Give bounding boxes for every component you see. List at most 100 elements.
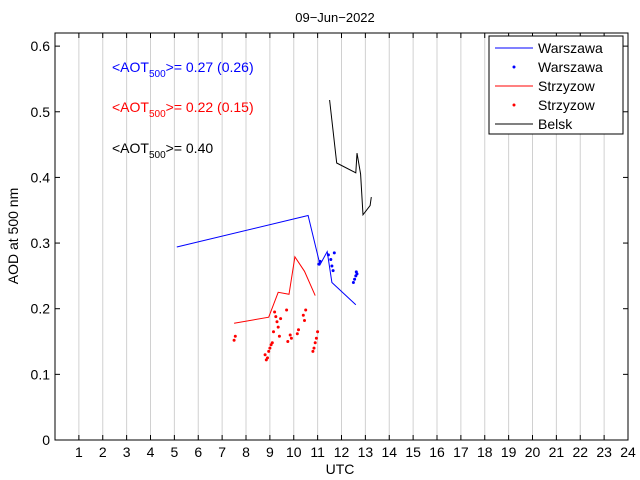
series-2	[234, 255, 316, 324]
x-tick-label: 18	[477, 444, 493, 460]
data-point	[311, 349, 315, 353]
data-point	[316, 330, 320, 334]
x-tick-label: 12	[334, 444, 350, 460]
data-point	[232, 338, 236, 342]
x-tick-label: 22	[572, 444, 588, 460]
legend-box	[488, 35, 624, 135]
annotation-subscript: 500	[149, 109, 166, 120]
x-tick-label: 19	[501, 444, 517, 460]
aot-annotation: <AOT500>= 0.27 (0.26)	[112, 59, 254, 80]
series-0	[176, 214, 357, 306]
legend-label: Warszawa	[538, 40, 603, 56]
y-tick-label: 0.6	[31, 38, 51, 54]
x-tick-label: 8	[242, 444, 250, 460]
legend-label: Warszawa	[538, 59, 603, 75]
x-tick-label: 10	[286, 444, 302, 460]
data-point	[275, 320, 279, 324]
data-point	[286, 340, 290, 343]
x-tick-label: 13	[358, 444, 374, 460]
data-point	[263, 353, 267, 357]
data-point	[351, 281, 355, 284]
data-point	[318, 259, 322, 263]
y-tick-label: 0.2	[31, 301, 51, 317]
series-1	[317, 251, 359, 284]
annotation-value: >= 0.40	[166, 140, 214, 156]
aot-annotation: <AOT500>= 0.22 (0.15)	[112, 99, 254, 120]
annotation-prefix: <AOT	[112, 140, 149, 156]
aot-annotation: <AOT500>= 0.40	[112, 140, 213, 161]
x-tick-label: 7	[218, 444, 226, 460]
data-point	[270, 341, 274, 345]
data-point	[303, 319, 306, 322]
data-point	[332, 251, 336, 255]
data-point	[317, 262, 321, 266]
x-tick-label: 1	[75, 444, 83, 460]
series-layer	[176, 99, 372, 362]
chart-title: 09−Jun−2022	[295, 10, 375, 25]
x-tick-label: 9	[266, 444, 274, 460]
data-point	[267, 349, 271, 353]
x-tick-label: 15	[405, 444, 421, 460]
x-tick-label: 3	[123, 444, 131, 460]
data-point	[326, 253, 330, 257]
series-4	[329, 99, 372, 217]
x-tick-label: 23	[596, 444, 612, 460]
x-tick-label: 21	[549, 444, 565, 460]
x-tick-label: 5	[170, 444, 178, 460]
data-point	[288, 333, 292, 337]
x-tick-label: 17	[453, 444, 469, 460]
series-line	[329, 99, 372, 217]
data-point	[355, 272, 359, 276]
data-point	[329, 258, 333, 261]
annotation-value: >= 0.27 (0.26)	[166, 59, 254, 75]
data-point	[266, 356, 269, 360]
y-tick-label: 0.3	[31, 235, 51, 251]
series-3	[232, 308, 320, 362]
y-tick-label: 0.5	[31, 104, 51, 120]
data-point	[233, 334, 237, 338]
legend-label: Strzyzow	[538, 78, 596, 94]
data-point	[312, 346, 316, 350]
x-tick-label: 20	[525, 444, 541, 460]
x-tick-label: 6	[194, 444, 202, 460]
x-tick-label: 14	[381, 444, 397, 460]
data-point	[304, 308, 308, 312]
data-point	[301, 313, 305, 317]
y-tick-label: 0.1	[31, 366, 51, 382]
legend: Warszawa Warszawa Strzyzow Strzyzow Belsk	[488, 35, 624, 135]
x-tick-label: 24	[620, 444, 636, 460]
annotation-prefix: <AOT	[112, 99, 149, 115]
legend-label: Belsk	[538, 116, 573, 132]
legend-dot-sample	[512, 103, 516, 107]
x-tick-label: 2	[99, 444, 107, 460]
data-point	[289, 336, 293, 340]
data-point	[330, 264, 334, 268]
data-point	[353, 277, 357, 281]
data-point	[273, 310, 277, 314]
data-point	[331, 269, 335, 273]
x-tick-label: 16	[429, 444, 445, 460]
data-point	[277, 334, 281, 338]
annotation-value: >= 0.22 (0.15)	[166, 99, 254, 115]
x-tick-label: 11	[310, 444, 325, 460]
data-point	[285, 308, 289, 312]
y-tick-label: 0	[42, 432, 50, 448]
data-point	[272, 330, 275, 334]
legend-label: Strzyzow	[538, 97, 596, 113]
series-line	[234, 255, 316, 324]
annotations: <AOT500>= 0.27 (0.26)<AOT500>= 0.22 (0.1…	[112, 59, 254, 161]
x-tick-label: 4	[147, 444, 155, 460]
data-point	[314, 336, 318, 340]
data-point	[297, 328, 300, 332]
annotation-prefix: <AOT	[112, 59, 149, 75]
data-point	[274, 315, 278, 319]
legend-dot-sample	[512, 65, 516, 69]
data-point	[313, 341, 317, 345]
data-point	[279, 317, 283, 321]
data-point	[276, 325, 280, 329]
series-line	[176, 214, 357, 306]
x-axis-label: UTC	[326, 461, 355, 477]
annotation-subscript: 500	[149, 150, 166, 161]
data-point	[268, 346, 272, 350]
